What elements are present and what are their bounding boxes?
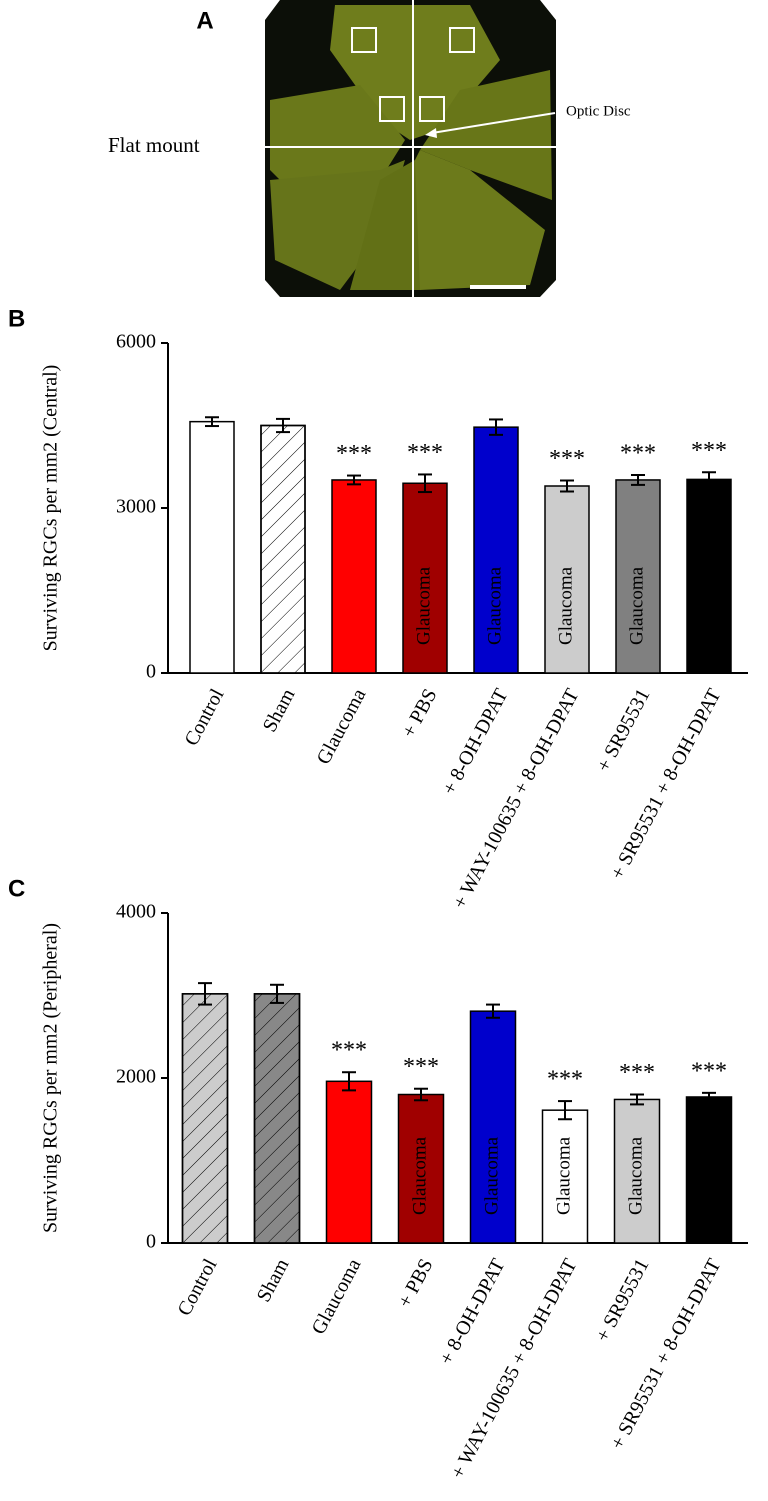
bar-hatch bbox=[181, 993, 229, 1244]
bar-hatch bbox=[253, 993, 301, 1244]
significance: *** bbox=[331, 1038, 367, 1064]
x-tick-label: Sham bbox=[253, 1255, 294, 1306]
x-tick-label: + SR95531 bbox=[591, 1255, 653, 1345]
y-tick-label: 4000 bbox=[116, 901, 156, 923]
bar bbox=[402, 482, 448, 674]
sample-box bbox=[379, 96, 405, 122]
bar-label: Glaucoma bbox=[553, 1136, 574, 1215]
significance: *** bbox=[336, 441, 372, 467]
petal bbox=[395, 150, 545, 290]
y-tick-label: 0 bbox=[146, 661, 156, 683]
petal bbox=[420, 70, 552, 200]
bar bbox=[331, 479, 377, 674]
bar bbox=[189, 420, 235, 674]
bar-label: Glaucoma bbox=[409, 1136, 430, 1215]
panel-label: A bbox=[196, 7, 213, 34]
significance: *** bbox=[620, 441, 656, 467]
arrow bbox=[431, 112, 556, 134]
x-tick-label: + 8-OH-DPAT bbox=[435, 1255, 509, 1368]
significance: *** bbox=[619, 1060, 655, 1086]
arrowhead bbox=[425, 128, 437, 138]
bar bbox=[469, 1010, 517, 1244]
y-tick-label: 2000 bbox=[116, 1066, 156, 1088]
bar-label: Glaucoma bbox=[413, 566, 434, 645]
y-tick-label: 3000 bbox=[116, 496, 156, 518]
bar-label: Glaucoma bbox=[626, 566, 647, 645]
x-tick-label: Glaucoma bbox=[307, 1255, 365, 1338]
significance: *** bbox=[407, 440, 443, 466]
y-axis-label: Surviving RGCs per mm2 (Central) bbox=[40, 365, 62, 652]
bar bbox=[397, 1093, 445, 1244]
bar bbox=[325, 1080, 373, 1244]
x-tick-label: + WAY-100635 + 8-OH-DPAT bbox=[447, 1255, 582, 1482]
bar bbox=[541, 1109, 589, 1244]
x-tick-label: + SR95531 bbox=[592, 685, 654, 775]
petal bbox=[270, 160, 405, 290]
x-tick-label: + 8-OH-DPAT bbox=[438, 685, 512, 798]
significance: *** bbox=[547, 1067, 583, 1093]
x-tick-label: Control bbox=[180, 685, 228, 750]
bar-label: Glaucoma bbox=[555, 566, 576, 645]
significance: *** bbox=[691, 1058, 727, 1084]
bar bbox=[613, 1098, 661, 1244]
bar-label: Glaucoma bbox=[697, 566, 718, 645]
petal bbox=[350, 160, 420, 290]
bar-label: Glaucoma bbox=[697, 1136, 718, 1215]
bar bbox=[615, 479, 661, 674]
x-tick-label: + PBS bbox=[398, 685, 442, 741]
sample-box bbox=[449, 27, 475, 53]
y-axis-label: Surviving RGCs per mm2 (Peripheral) bbox=[40, 923, 62, 1233]
bar-hatch bbox=[260, 424, 306, 674]
x-tick-label: Glaucoma bbox=[312, 685, 370, 768]
x-tick-label: Control bbox=[173, 1255, 221, 1320]
bar-label: Glaucoma bbox=[484, 566, 505, 645]
significance: *** bbox=[403, 1054, 439, 1080]
bar bbox=[544, 485, 590, 674]
arrow-label: Optic Disc bbox=[566, 103, 631, 119]
y-tick-label: 6000 bbox=[116, 331, 156, 353]
x-tick-label: + WAY-100635 + 8-OH-DPAT bbox=[449, 685, 584, 912]
panel-label: B bbox=[8, 305, 25, 332]
bar-label: Glaucoma bbox=[481, 1136, 502, 1215]
bar-label: Glaucoma bbox=[625, 1136, 646, 1215]
sample-box bbox=[351, 27, 377, 53]
sample-box bbox=[419, 96, 445, 122]
significance: *** bbox=[691, 438, 727, 464]
y-tick-label: 0 bbox=[146, 1231, 156, 1253]
significance: *** bbox=[549, 446, 585, 472]
flat-mount-image bbox=[265, 0, 556, 297]
panel-label: C bbox=[8, 875, 25, 902]
x-tick-label: + PBS bbox=[394, 1255, 438, 1311]
caption: Flat mount bbox=[108, 133, 200, 157]
x-tick-label: Sham bbox=[259, 685, 300, 736]
bar bbox=[685, 1096, 733, 1244]
